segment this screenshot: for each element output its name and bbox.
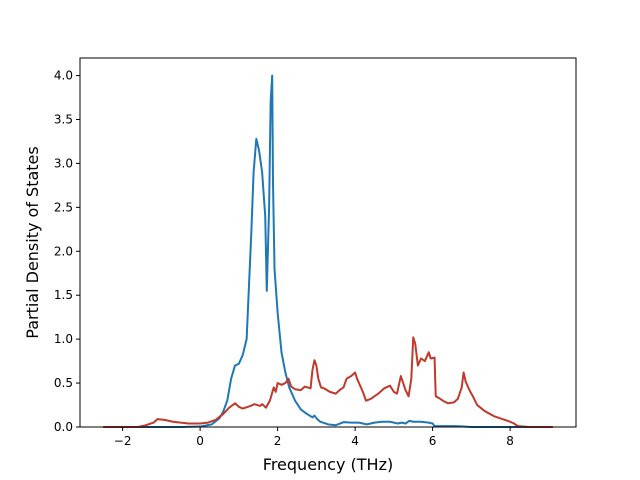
y-tick-label: 3.0: [54, 156, 73, 170]
y-tick-label: 1.5: [54, 288, 73, 302]
series-line-1: [103, 74, 553, 428]
x-tick-label: 8: [506, 434, 514, 448]
x-tick-label: 0: [196, 434, 204, 448]
y-tick-label: 4.0: [54, 69, 73, 83]
y-tick-label: 2.0: [54, 244, 73, 258]
series-line-2: [103, 336, 553, 428]
plot-lines: [103, 74, 553, 428]
x-tick-label: 4: [351, 434, 359, 448]
x-axis-ticks: −2 0 2 4 6 8: [114, 427, 514, 448]
y-axis-ticks: 0.0 0.5 1.0 1.5 2.0 2.5 3.0 3.5 4.0: [54, 69, 80, 434]
x-tick-label: 6: [429, 434, 437, 448]
y-tick-label: 0.5: [54, 376, 73, 390]
y-tick-label: 3.5: [54, 113, 73, 127]
y-axis-label: Partial Density of States: [23, 146, 42, 338]
y-tick-label: 1.0: [54, 332, 73, 346]
x-tick-label: 2: [274, 434, 282, 448]
y-tick-label: 0.0: [54, 420, 73, 434]
x-axis-label: Frequency (THz): [263, 455, 393, 474]
y-tick-label: 2.5: [54, 200, 73, 214]
x-tick-label: −2: [114, 434, 132, 448]
axes-frame: [79, 57, 577, 428]
